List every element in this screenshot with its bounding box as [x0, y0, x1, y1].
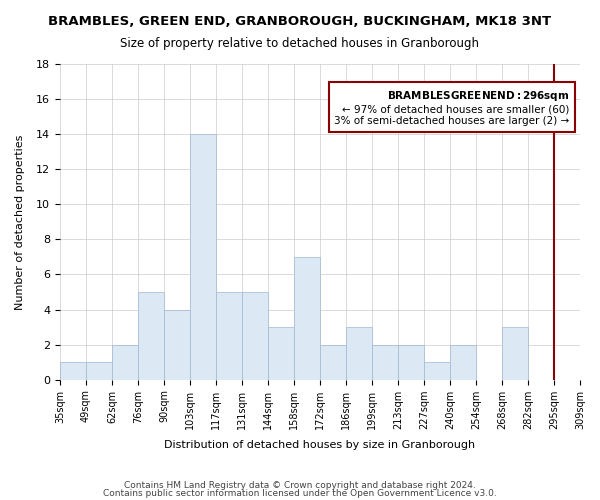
- Bar: [86, 362, 112, 380]
- Bar: [372, 344, 398, 380]
- Bar: [190, 134, 216, 380]
- Bar: [216, 292, 242, 380]
- Bar: [398, 344, 424, 380]
- Bar: [268, 327, 294, 380]
- Bar: [138, 292, 164, 380]
- Bar: [502, 327, 528, 380]
- Bar: [424, 362, 450, 380]
- Text: BRAMBLES, GREEN END, GRANBOROUGH, BUCKINGHAM, MK18 3NT: BRAMBLES, GREEN END, GRANBOROUGH, BUCKIN…: [49, 15, 551, 28]
- Text: Size of property relative to detached houses in Granborough: Size of property relative to detached ho…: [121, 38, 479, 51]
- Bar: [346, 327, 372, 380]
- Text: Contains public sector information licensed under the Open Government Licence v3: Contains public sector information licen…: [103, 488, 497, 498]
- Bar: [112, 344, 138, 380]
- Text: Contains HM Land Registry data © Crown copyright and database right 2024.: Contains HM Land Registry data © Crown c…: [124, 481, 476, 490]
- Bar: [294, 257, 320, 380]
- Bar: [164, 310, 190, 380]
- Bar: [320, 344, 346, 380]
- Text: $\bf{BRAMBLES GREEN END: 296sqm}$
← 97% of detached houses are smaller (60)
3% o: $\bf{BRAMBLES GREEN END: 296sqm}$ ← 97% …: [334, 90, 569, 126]
- X-axis label: Distribution of detached houses by size in Granborough: Distribution of detached houses by size …: [164, 440, 476, 450]
- Y-axis label: Number of detached properties: Number of detached properties: [15, 134, 25, 310]
- Bar: [60, 362, 86, 380]
- Bar: [450, 344, 476, 380]
- Bar: [242, 292, 268, 380]
